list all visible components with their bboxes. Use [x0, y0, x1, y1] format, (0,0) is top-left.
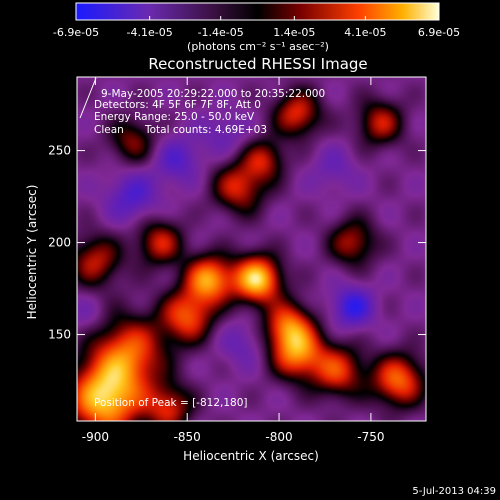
- colorbar-units: (photons cm⁻² s⁻¹ asec⁻²): [187, 40, 329, 53]
- clean-text: Clean: [94, 124, 124, 136]
- colorbar-ticks: -6.9e-05 -4.1e-05 -1.4e-05 1.4e-05 4.1e-05 6.…: [53, 16, 460, 39]
- heatmap-image: [77, 77, 426, 421]
- total-counts-text: Total counts: 4.69E+03: [144, 124, 267, 136]
- y-tick-label: 150: [48, 328, 71, 342]
- detectors-text: Detectors: 4F 5F 6F 7F 8F, Att 0: [94, 99, 261, 111]
- x-tick-label: -800: [265, 430, 292, 444]
- annotation-slash: [79, 77, 97, 119]
- x-tick-label: -850: [174, 430, 201, 444]
- colorbar-tick-label: -1.4e-05: [198, 26, 244, 39]
- y-tick-label: 250: [48, 144, 71, 158]
- x-tick-label: -900: [82, 430, 109, 444]
- plot-frame: [76, 76, 427, 422]
- energy-range-text: Energy Range: 25.0 - 50.0 keV: [94, 111, 255, 123]
- colorbar-tick-label: 6.9e-05: [418, 26, 460, 39]
- x-tick-label: -750: [357, 430, 384, 444]
- y-tick-label: 200: [48, 236, 71, 250]
- footer-timestamp: 5-Jul-2013 04:39: [412, 486, 496, 497]
- heatmap-raster: [77, 77, 426, 421]
- x-axis-label: Heliocentric X (arcsec): [183, 449, 319, 463]
- colorbar-tick-label: 1.4e-05: [273, 26, 315, 39]
- chart-title: Reconstructed RHESSI Image: [148, 55, 367, 73]
- colorbar-tick-label: -6.9e-05: [53, 26, 99, 39]
- y-axis-label: Heliocentric Y (arcsec): [25, 185, 39, 320]
- colorbar: [75, 2, 440, 21]
- peak-position-text: Position of Peak = [-812,180]: [94, 397, 248, 409]
- x-axis: -900 -850 -800 -750: [82, 77, 385, 444]
- colorbar-tick-label: 4.1e-05: [344, 26, 386, 39]
- time-range-text: 9-May-2005 20:29:22.000 to 20:35:22.000: [101, 88, 325, 100]
- y-axis: 150 200 250: [48, 144, 426, 342]
- colorbar-tick-label: -4.1e-05: [127, 26, 173, 39]
